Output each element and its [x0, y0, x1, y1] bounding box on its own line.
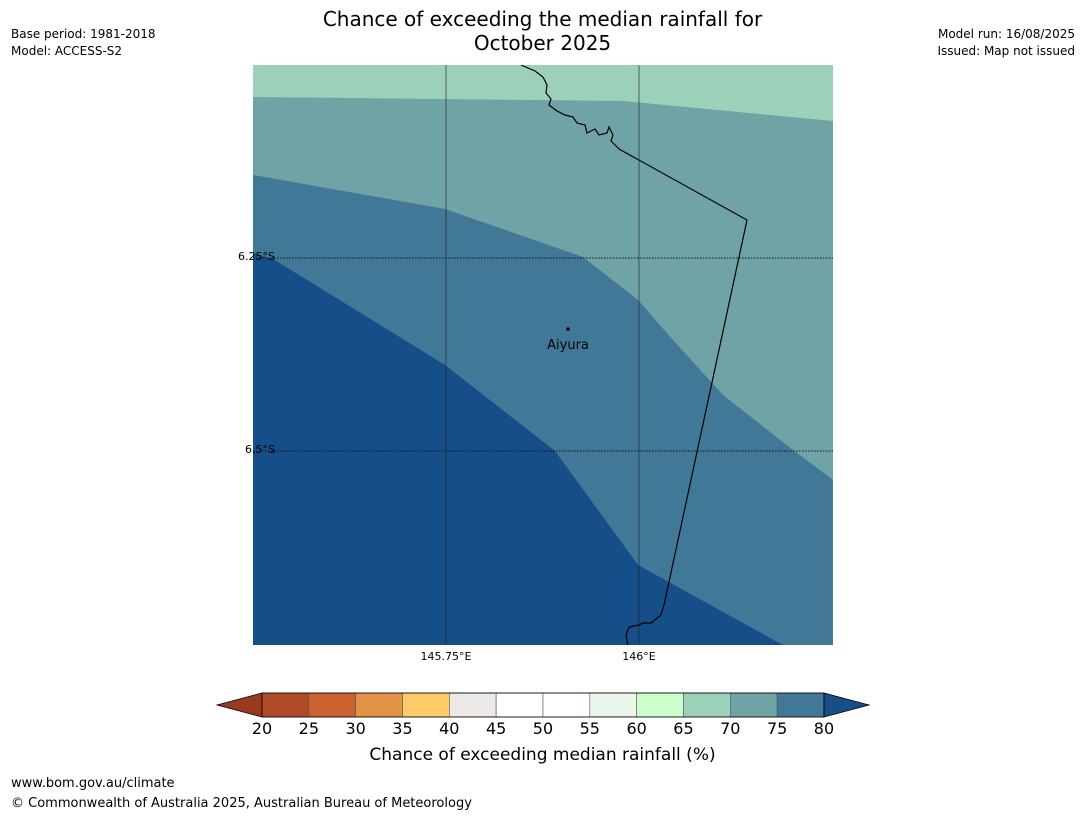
aiyura-label: Aiyura [547, 338, 589, 353]
colorbar-tick-label: 20 [251, 719, 273, 738]
colorbar-tick-label: 45 [485, 719, 507, 738]
map-title-line2: October 2025 [473, 31, 612, 55]
issued-text: Issued: Map not issued [937, 44, 1075, 58]
colorbar-tick-label: 30 [345, 719, 366, 738]
colorbar-over-arrow [823, 692, 871, 718]
colorbar-segment [636, 692, 684, 718]
model-run-text: Model run: 16/08/2025 [937, 27, 1075, 41]
lat-label-6-25: 6.25°S [238, 250, 275, 263]
colorbar-tick-label: 50 [532, 719, 554, 738]
colorbar-segment [683, 692, 731, 718]
colorbar-tick-label: 40 [439, 719, 460, 738]
base-period-text: Base period: 1981-2018 [11, 27, 156, 41]
colorbar-tick-label: 65 [673, 719, 694, 738]
band-80-plus [253, 253, 783, 645]
colorbar-title: Chance of exceeding median rainfall (%) [369, 745, 716, 765]
colorbar-tick-label: 80 [813, 719, 835, 738]
meta-right: Model run: 16/08/2025 Issued: Map not is… [937, 26, 1075, 60]
map-title-line1: Chance of exceeding the median rainfall … [322, 7, 763, 31]
colorbar-segment [402, 692, 450, 718]
colorbar-segment [261, 692, 310, 718]
rainfall-map: Aiyura [253, 65, 833, 645]
colorbar-segment [776, 692, 825, 718]
colorbar-tick-label: 75 [766, 719, 788, 738]
colorbar-tick-label: 55 [579, 719, 600, 738]
colorbar-tick-label: 70 [720, 719, 741, 738]
colorbar-frame [261, 692, 825, 718]
map-title: Chance of exceeding the median rainfall … [0, 7, 1085, 55]
meta-left: Base period: 1981-2018 Model: ACCESS-S2 [11, 26, 156, 60]
colorbar-segment [729, 692, 778, 718]
lon-label-146: 146°E [622, 650, 656, 663]
colorbar-segment [589, 692, 637, 718]
colorbar-segment [449, 692, 497, 718]
colorbar [215, 692, 871, 718]
colorbar-segment [495, 692, 544, 718]
colorbar-under-arrow [215, 692, 263, 718]
footer-url: www.bom.gov.au/climate [11, 776, 175, 791]
aiyura-marker [566, 327, 570, 331]
colorbar-tick-label: 25 [298, 719, 319, 738]
colorbar-segment [542, 692, 591, 718]
border-line [520, 65, 748, 645]
model-text: Model: ACCESS-S2 [11, 44, 123, 58]
colorbar-tick-label: 35 [392, 719, 413, 738]
footer-copyright: © Commonwealth of Australia 2025, Austra… [11, 796, 472, 811]
colorbar-segment [355, 692, 403, 718]
colorbar-tick-label: 60 [626, 719, 647, 738]
lat-label-6-5: 6.5°S [245, 443, 275, 456]
colorbar-segment [308, 692, 356, 718]
lon-label-145-75: 145.75°E [420, 650, 472, 663]
